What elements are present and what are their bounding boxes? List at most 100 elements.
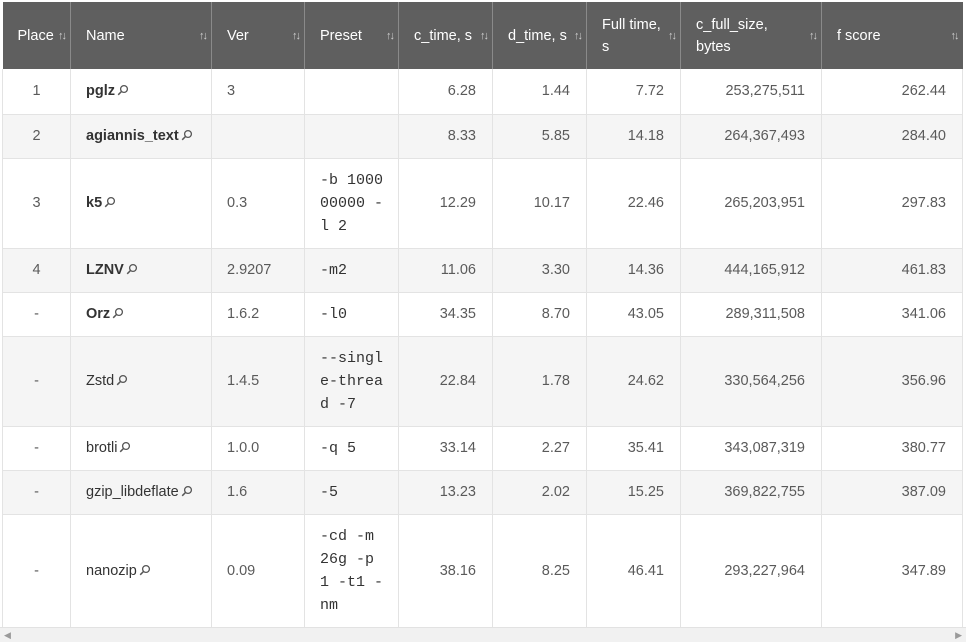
magnifier-icon[interactable] <box>181 485 193 497</box>
magnifier-icon[interactable] <box>126 263 138 275</box>
cell-d-time: 1.78 <box>492 336 587 427</box>
sort-arrows-icon[interactable]: ↑↓ <box>480 29 489 42</box>
column-header-ver[interactable]: Ver ↑↓ <box>211 2 305 69</box>
table-row: 2 agiannis_text 8.33 5.85 14.18 264,367,493 28… <box>2 114 963 159</box>
cell-full-time: 7.72 <box>586 69 681 115</box>
cell-preset: -m2 <box>304 248 399 293</box>
column-header-label: Place <box>17 27 54 44</box>
arrow-left-icon[interactable]: ◀ <box>4 630 11 640</box>
cell-name[interactable]: Zstd <box>70 336 212 427</box>
column-header-label: Full time, s <box>602 16 661 55</box>
cell-name[interactable]: gzip_libdeflate <box>70 470 212 515</box>
cell-d-time: 8.25 <box>492 514 587 628</box>
table-row: - nanozip 0.09 -cd -m 26g -p 1 -t1 -nm 38.16… <box>2 514 963 628</box>
sort-arrows-icon[interactable]: ↑↓ <box>809 29 818 42</box>
magnifier-icon[interactable] <box>139 564 151 576</box>
cell-full-time: 35.41 <box>586 426 681 471</box>
magnifier-icon[interactable] <box>112 307 124 319</box>
compressor-name[interactable]: Orz <box>86 306 111 322</box>
cell-version: 0.3 <box>211 158 305 249</box>
cell-f-score: 461.83 <box>821 248 963 293</box>
sort-arrows-icon[interactable]: ↑↓ <box>199 29 208 42</box>
cell-c-full-size: 369,822,755 <box>680 470 822 515</box>
compressor-name[interactable]: gzip_libdeflate <box>86 484 179 500</box>
cell-f-score: 341.06 <box>821 292 963 337</box>
sort-arrows-icon[interactable]: ↑↓ <box>574 29 583 42</box>
cell-preset: -l0 <box>304 292 399 337</box>
sort-arrows-icon[interactable]: ↑↓ <box>668 29 677 42</box>
magnifier-icon[interactable] <box>104 196 116 208</box>
cell-f-score: 284.40 <box>821 114 963 159</box>
compressor-name[interactable]: nanozip <box>86 562 137 579</box>
cell-name[interactable]: k5 <box>70 158 212 249</box>
table-row: 1 pglz 3 6.28 1.44 7.72 253,275,511 262.44 <box>2 69 963 115</box>
column-header-label: Name <box>86 27 125 44</box>
column-header-label: d_time, s <box>508 27 567 44</box>
arrow-right-icon[interactable]: ▶ <box>955 630 962 640</box>
compressor-name[interactable]: Zstd <box>86 373 115 389</box>
column-header-preset[interactable]: Preset ↑↓ <box>304 2 399 69</box>
cell-f-score: 356.96 <box>821 336 963 427</box>
sort-arrows-icon[interactable]: ↑↓ <box>58 29 67 42</box>
scrollbar-thumb[interactable] <box>14 631 950 639</box>
cell-place: - <box>2 292 71 337</box>
compressor-name[interactable]: LZNV <box>86 262 124 278</box>
cell-full-time: 15.25 <box>586 470 681 515</box>
cell-full-time: 43.05 <box>586 292 681 337</box>
table-row: 4 LZNV 2.9207 -m2 11.06 3.30 14.36 444,165,912 4… <box>2 248 963 293</box>
table-row: - Orz 1.6.2 -l0 34.35 8.70 43.05 289,311,508 341… <box>2 292 963 337</box>
cell-place: 3 <box>2 158 71 249</box>
column-header-f-score[interactable]: f score ↑↓ <box>821 2 963 69</box>
column-header-d-time[interactable]: d_time, s ↑↓ <box>492 2 587 69</box>
cell-c-time: 22.84 <box>398 336 493 427</box>
cell-name[interactable]: nanozip <box>70 514 212 628</box>
cell-name[interactable]: Orz <box>70 292 212 337</box>
cell-c-time: 13.23 <box>398 470 493 515</box>
table-row: 3 k5 0.3 -b 100000000 -l 2 12.29 10.17 22.46 26… <box>2 158 963 249</box>
compressor-name[interactable]: k5 <box>86 195 103 211</box>
cell-d-time: 5.85 <box>492 114 587 159</box>
column-header-label: Ver <box>227 27 249 44</box>
cell-name[interactable]: pglz <box>70 69 212 115</box>
magnifier-icon[interactable] <box>117 84 129 96</box>
cell-c-time: 12.29 <box>398 158 493 249</box>
column-header-label: c_time, s <box>414 27 473 44</box>
magnifier-icon[interactable] <box>116 374 128 386</box>
column-header-place[interactable]: Place ↑↓ <box>2 2 71 69</box>
cell-c-time: 8.33 <box>398 114 493 159</box>
column-header-label: Preset <box>320 27 362 44</box>
sort-arrows-icon[interactable]: ↑↓ <box>950 29 960 42</box>
results-table-container: Place ↑↓ Name ↑↓ Ver ↑↓ Preset ↑↓ c_time, s ↑↓ d_t… <box>2 2 963 628</box>
results-table: Place ↑↓ Name ↑↓ Ver ↑↓ Preset ↑↓ c_time, s ↑↓ d_t… <box>2 2 963 628</box>
column-header-c-time[interactable]: c_time, s ↑↓ <box>398 2 493 69</box>
cell-c-full-size: 293,227,964 <box>680 514 822 628</box>
sort-arrows-icon[interactable]: ↑↓ <box>386 29 395 42</box>
magnifier-icon[interactable] <box>119 441 131 453</box>
sort-arrows-icon[interactable]: ↑↓ <box>292 29 301 42</box>
magnifier-icon[interactable] <box>181 129 193 141</box>
cell-name[interactable]: LZNV <box>70 248 212 293</box>
cell-c-full-size: 330,564,256 <box>680 336 822 427</box>
cell-c-time: 34.35 <box>398 292 493 337</box>
column-header-label: c_full_size, bytes <box>696 16 768 55</box>
cell-f-score: 262.44 <box>821 69 963 115</box>
compressor-name[interactable]: agiannis_text <box>86 128 179 144</box>
cell-place: - <box>2 470 71 515</box>
compressor-name[interactable]: brotli <box>86 440 118 456</box>
cell-c-full-size: 264,367,493 <box>680 114 822 159</box>
cell-full-time: 46.41 <box>586 514 681 628</box>
cell-d-time: 2.02 <box>492 470 587 515</box>
cell-version: 2.9207 <box>211 248 305 293</box>
column-header-full-time[interactable]: Full time, s ↑↓ <box>586 2 681 69</box>
cell-name[interactable]: agiannis_text <box>70 114 212 159</box>
cell-c-time: 33.14 <box>398 426 493 471</box>
cell-place: 2 <box>2 114 71 159</box>
cell-name[interactable]: brotli <box>70 426 212 471</box>
cell-version <box>211 114 305 159</box>
column-header-name[interactable]: Name ↑↓ <box>70 2 212 69</box>
cell-place: - <box>2 336 71 427</box>
column-header-c-full-size[interactable]: c_full_size, bytes ↑↓ <box>680 2 822 69</box>
cell-preset <box>304 114 399 159</box>
compressor-name[interactable]: pglz <box>86 83 115 100</box>
horizontal-scrollbar[interactable]: ◀ ▶ <box>0 627 966 642</box>
